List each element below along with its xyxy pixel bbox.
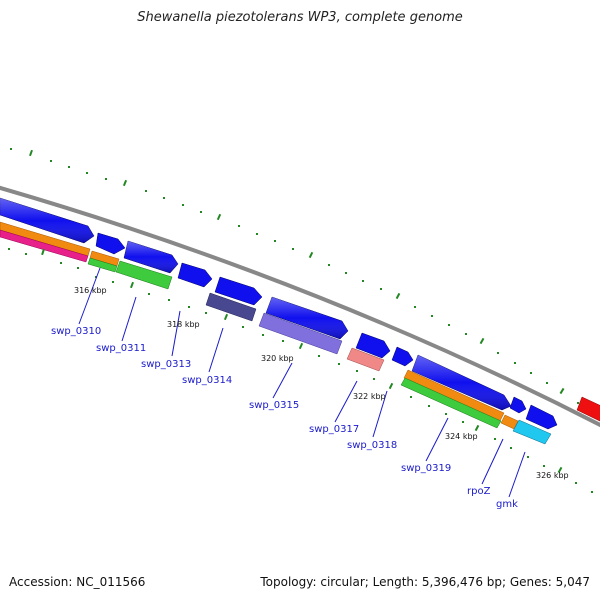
- gene-label-swp-0315[interactable]: swp_0315: [249, 400, 299, 411]
- red-feature: [576, 396, 600, 422]
- cds-arrow: [177, 262, 213, 288]
- salmon-cog-block: [346, 347, 385, 372]
- cds-arrow: [95, 232, 126, 255]
- kbp-label: 326 kbp: [536, 471, 569, 480]
- gene-label-swp-0311[interactable]: swp_0311: [96, 343, 146, 354]
- gene-label-gmk[interactable]: gmk: [496, 499, 518, 510]
- forward-cds-shading: [0, 198, 511, 410]
- inner-tick-ring: [8, 248, 593, 493]
- green-cog-track: [87, 257, 502, 429]
- accession-text: Accession: NC_011566: [9, 575, 146, 589]
- genome-backbone: [0, 185, 600, 428]
- cds-arrow: [391, 346, 414, 367]
- cds-arrow: [509, 396, 527, 414]
- pink-cog-block: [0, 229, 89, 263]
- cyan-cog-block: [512, 419, 552, 445]
- gene-leader-lines: [78, 267, 526, 498]
- kbp-label: 318 kbp: [167, 320, 200, 329]
- gene-label-swp-0319[interactable]: swp_0319: [401, 463, 451, 474]
- kbp-label: 320 kbp: [261, 354, 294, 363]
- genome-summary-text: Topology: circular; Length: 5,396,476 bp…: [260, 575, 590, 589]
- outer-tick-ring: [10, 148, 595, 414]
- gene-label-swp-0318[interactable]: swp_0318: [347, 440, 397, 451]
- cds-arrow: [214, 276, 263, 306]
- gene-label-swp-0313[interactable]: swp_0313: [141, 359, 191, 370]
- gene-label-swp-0310[interactable]: swp_0310: [51, 326, 101, 337]
- gene-label-swp-0314[interactable]: swp_0314: [182, 375, 232, 386]
- kbp-label: 316 kbp: [74, 286, 107, 295]
- kbp-label: 324 kbp: [445, 432, 478, 441]
- gene-label-swp-0317[interactable]: swp_0317: [309, 424, 359, 435]
- kbp-label: 322 kbp: [353, 392, 386, 401]
- lavender-cog-block: [258, 312, 343, 355]
- map-title: Shewanella piezotolerans WP3, complete g…: [137, 10, 463, 25]
- cds-arrow: [355, 332, 391, 359]
- cds-arrow: [525, 404, 558, 430]
- gene-label-rpoz[interactable]: rpoZ: [467, 486, 491, 497]
- dark-slate-cog-block: [205, 292, 257, 322]
